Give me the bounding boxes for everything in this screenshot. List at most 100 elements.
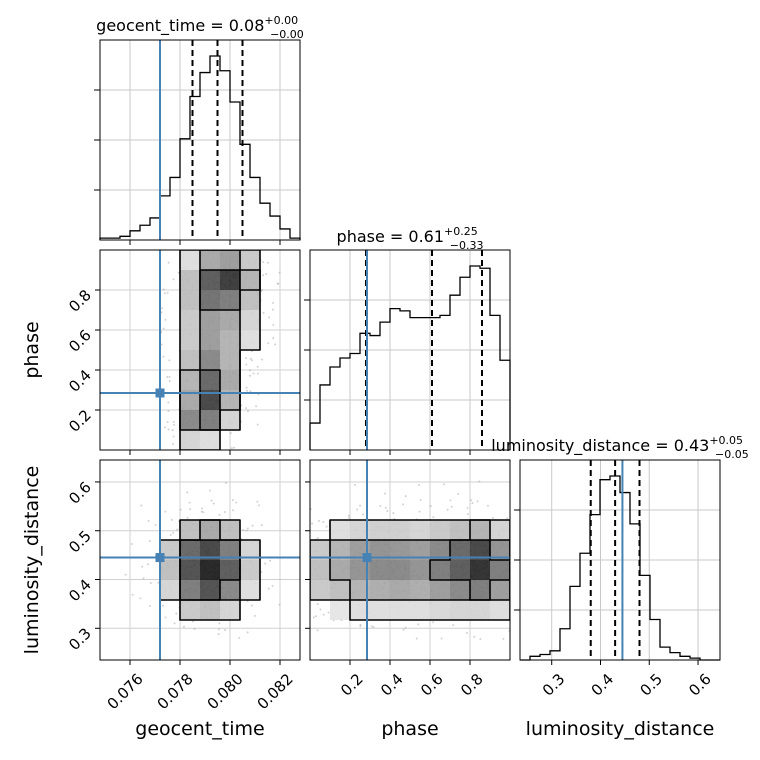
sample-point: [271, 301, 274, 304]
sample-point: [264, 562, 267, 565]
density-cell: [180, 250, 200, 270]
y-tick-label: 0.3: [65, 624, 95, 654]
sample-point: [176, 528, 179, 531]
sample-point: [256, 365, 259, 368]
sample-point: [261, 288, 264, 291]
sample-point: [142, 577, 145, 580]
sample-point: [162, 288, 165, 291]
density-cell: [450, 520, 470, 540]
sample-point: [404, 626, 407, 629]
density-cell: [220, 560, 240, 580]
density-cell: [370, 520, 390, 540]
sample-point: [245, 407, 248, 410]
density-cell: [470, 540, 490, 560]
sample-point: [415, 637, 418, 640]
sample-point: [249, 390, 252, 393]
sample-point: [272, 337, 275, 340]
density-cell: [200, 250, 220, 270]
density-cell: [200, 600, 220, 620]
sample-point: [347, 514, 350, 517]
sample-point: [242, 528, 245, 531]
sample-point: [167, 428, 170, 431]
sample-point: [250, 604, 253, 607]
density-cell: [200, 330, 220, 350]
density-panel-phase-vs-geocent-time: [99, 249, 301, 451]
density-cell: [220, 390, 240, 410]
density-cell: [370, 540, 390, 560]
sample-point: [256, 500, 259, 503]
density-cell: [200, 350, 220, 370]
density-cell: [410, 600, 430, 620]
sample-point: [419, 499, 422, 502]
density-cell: [330, 600, 350, 620]
sample-point: [316, 603, 319, 606]
sample-point: [449, 499, 452, 502]
sample-point: [231, 509, 234, 512]
density-cell: [180, 540, 200, 560]
x-axis-label-geocent-time: geocent_time: [135, 718, 264, 740]
truth-marker: [155, 388, 165, 398]
sample-point: [163, 292, 166, 295]
sample-point: [252, 372, 255, 375]
sample-point: [319, 608, 322, 611]
sample-point: [167, 261, 170, 264]
sample-point: [209, 489, 212, 492]
sample-point: [248, 369, 251, 372]
density-cell: [350, 580, 370, 600]
sample-point: [417, 623, 420, 626]
sample-point: [249, 357, 252, 360]
sample-point: [130, 542, 133, 545]
marginal-panel-phase: [304, 249, 511, 451]
panels-group: 0.076 0.078 0.080 0.082 0.2 0.4 0.6 0.8 0.3 0.4 0.…: [65, 39, 721, 713]
density-cell: [180, 560, 200, 580]
y-tick-label: 0.2: [65, 406, 95, 436]
sample-point: [402, 503, 405, 506]
truth-marker: [362, 553, 372, 563]
x-tick-label: 0.6: [417, 670, 447, 700]
density-cell: [180, 580, 200, 600]
sample-point: [359, 623, 362, 626]
sample-point: [193, 627, 196, 630]
sample-point: [166, 376, 169, 379]
sample-point: [317, 536, 320, 539]
density-cell: [200, 410, 220, 430]
density-cell: [450, 560, 470, 580]
density-cell: [180, 600, 200, 620]
sample-point: [238, 636, 241, 639]
x-tick-label: 0.5: [636, 670, 666, 700]
sample-point: [246, 631, 249, 634]
sample-point: [168, 359, 171, 362]
density-cell: [390, 540, 410, 560]
sample-point: [384, 492, 387, 495]
sample-point: [224, 629, 227, 632]
sample-point: [492, 516, 495, 519]
density-cell: [160, 580, 180, 600]
sample-point: [186, 491, 189, 494]
sample-point: [260, 524, 263, 527]
sample-point: [359, 625, 362, 628]
y-axis-label-luminosity-distance: luminosity_distance: [21, 466, 43, 655]
sample-point: [162, 355, 165, 358]
sample-point: [392, 511, 395, 514]
sample-point: [166, 291, 169, 294]
density-cell: [490, 520, 510, 540]
density-cell: [200, 370, 220, 390]
sample-point: [154, 524, 157, 527]
sample-point: [473, 635, 476, 638]
density-cell: [430, 520, 450, 540]
sample-point: [274, 343, 277, 346]
density-cell: [180, 520, 200, 540]
sample-point: [311, 522, 314, 525]
sample-point: [262, 311, 265, 314]
density-cell: [180, 310, 200, 330]
sample-point: [327, 611, 330, 614]
sample-point: [325, 525, 328, 528]
density-cell: [470, 560, 490, 580]
density-cell: [160, 560, 180, 580]
sample-point: [440, 637, 443, 640]
density-cell: [220, 540, 240, 560]
x-tick-label: 0.4: [377, 670, 407, 700]
panel-frame: [99, 249, 301, 451]
sample-point: [277, 282, 280, 285]
density-cell: [390, 600, 410, 620]
